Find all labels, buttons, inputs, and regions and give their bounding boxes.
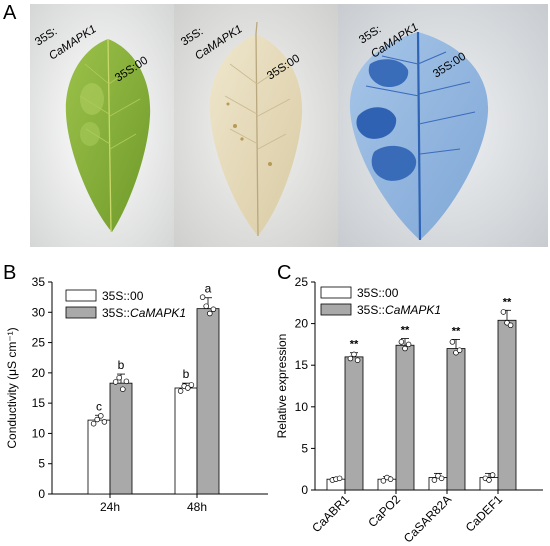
data-point [456, 347, 463, 353]
y-tick-label: 15 [295, 358, 309, 372]
legend-label: 35S::00 [102, 289, 144, 303]
bar [196, 308, 220, 495]
data-point [336, 475, 343, 482]
legend-label: 35S::CaMAPK1 [357, 303, 441, 317]
y-axis-label: Relative expression [275, 334, 289, 439]
data-point [112, 379, 119, 385]
leaf-photo-2: 35S: CaMAPK1 35S:00 [174, 4, 338, 247]
data-point [207, 310, 213, 317]
legend-label-prefix: 35S:: [102, 306, 130, 320]
x-tick-label: CaDEF1 [463, 492, 506, 535]
data-point [123, 378, 130, 385]
legend-swatch [320, 286, 352, 299]
relative-expression-chart: 0 5 10 15 20 25 Relative expression CaABR1 ** CaP… [275, 275, 543, 546]
data-point [402, 345, 408, 352]
y-tick-label: 10 [295, 400, 309, 414]
bar [109, 382, 133, 495]
legend-label: 35S::CaMAPK1 [102, 306, 186, 320]
y-tick-label: 20 [32, 366, 46, 380]
bar [428, 477, 448, 491]
group-letter: c [96, 399, 102, 413]
bar [446, 348, 466, 491]
x-tick-label: 48h [187, 500, 207, 514]
bar [344, 356, 364, 491]
data-point [500, 309, 507, 315]
data-point [177, 388, 184, 394]
y-tick-label: 10 [32, 426, 46, 440]
data-point [199, 294, 206, 300]
data-point [405, 341, 412, 348]
significance-marker: ** [350, 339, 359, 351]
data-point [387, 476, 394, 482]
data-point [98, 413, 104, 419]
legend-label-gene: CaMAPK1 [385, 303, 441, 317]
y-tick-label: 0 [38, 487, 45, 501]
legend-label: 35S::00 [357, 286, 399, 300]
y-tick-label: 35 [32, 275, 46, 289]
bar [497, 319, 517, 491]
leaf-photo-panel: 35S: CaMAPK1 35S:00 35S: CaMAPK1 35S:00 … [30, 4, 548, 247]
y-tick-label: 25 [32, 336, 46, 350]
group-letter: b [183, 367, 190, 381]
legend-label-gene: CaMAPK1 [130, 306, 186, 320]
x-tick-label: 24h [100, 500, 120, 514]
group-letter: a [205, 282, 212, 296]
y-tick-label: 5 [38, 457, 45, 471]
legend-label-prefix: 35S:: [357, 303, 385, 317]
panel-letter-a: A [3, 2, 17, 24]
y-tick-label: 0 [301, 483, 308, 497]
data-point [507, 322, 514, 329]
group-letter: b [118, 358, 125, 372]
x-tick-label: CaPO2 [365, 492, 403, 530]
y-tick-label: 15 [32, 396, 46, 410]
legend-swatch [65, 306, 97, 319]
data-point [438, 475, 445, 482]
bar [174, 387, 198, 495]
y-axis-label: Conductivity (μS cm⁻¹) [5, 327, 19, 448]
bar [87, 419, 111, 495]
data-point [101, 419, 108, 425]
y-tick-label: 20 [295, 317, 309, 331]
leaf-photo-3: 35S: CaMAPK1 35S:00 [338, 4, 548, 247]
data-point [380, 478, 387, 484]
significance-marker: ** [452, 325, 461, 337]
x-tick-label: CaABR1 [309, 492, 352, 535]
stain-spot-1 [368, 59, 409, 88]
data-point [188, 382, 195, 388]
data-point [398, 339, 405, 345]
data-point [185, 385, 191, 391]
data-point [90, 420, 97, 427]
y-tick-label: 5 [301, 441, 308, 455]
y-tick-label: 25 [295, 275, 309, 289]
data-point [351, 351, 357, 358]
panel-letter-c: C [277, 262, 292, 284]
data-point [486, 477, 492, 483]
leaf-photo-1: 35S: CaMAPK1 35S:00 [30, 4, 174, 247]
stain-spot-2 [356, 107, 397, 139]
data-point [120, 386, 126, 392]
bar [395, 344, 415, 491]
conductivity-chart: 0 5 10 15 20 25 30 35 Conductivity (μS cm⁻¹) 24h c… [5, 275, 268, 514]
data-point [489, 472, 496, 478]
significance-marker: ** [401, 325, 410, 337]
legend-swatch [65, 289, 97, 302]
x-tick-label: CaSAR82A [401, 492, 454, 545]
data-point [94, 416, 100, 423]
data-point [203, 303, 209, 309]
legend-swatch [320, 303, 352, 316]
panel-letter-b: B [3, 262, 17, 284]
leaf-bleached [209, 34, 303, 236]
significance-marker: ** [503, 296, 512, 308]
data-point [449, 339, 456, 345]
data-point [431, 477, 438, 483]
data-point [347, 355, 354, 362]
data-point [210, 306, 217, 313]
data-point [354, 357, 361, 363]
y-tick-label: 30 [32, 305, 46, 319]
data-point [116, 374, 122, 381]
stain-spot-3 [371, 145, 417, 181]
